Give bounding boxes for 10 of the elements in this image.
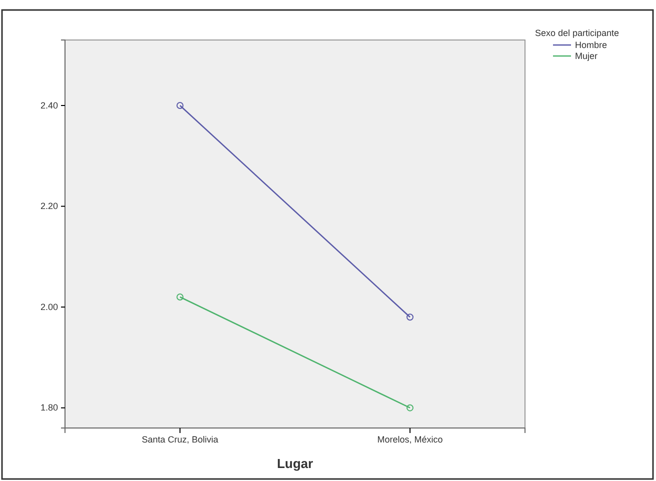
y-tick-label: 2.20 xyxy=(40,201,58,212)
x-tick-label: Morelos, México xyxy=(377,434,443,444)
legend-title: Sexo del participante xyxy=(535,28,620,38)
y-tick-label: 1.80 xyxy=(40,402,58,413)
y-tick-label: 2.00 xyxy=(40,302,58,312)
x-axis-title: Lugar xyxy=(276,456,314,471)
legend-label: Hombre xyxy=(575,40,608,50)
x-tick-label: Santa Cruz, Bolivia xyxy=(142,434,218,444)
y-tick-label: 2.40 xyxy=(40,100,58,110)
legend-label: Mujer xyxy=(575,51,598,61)
